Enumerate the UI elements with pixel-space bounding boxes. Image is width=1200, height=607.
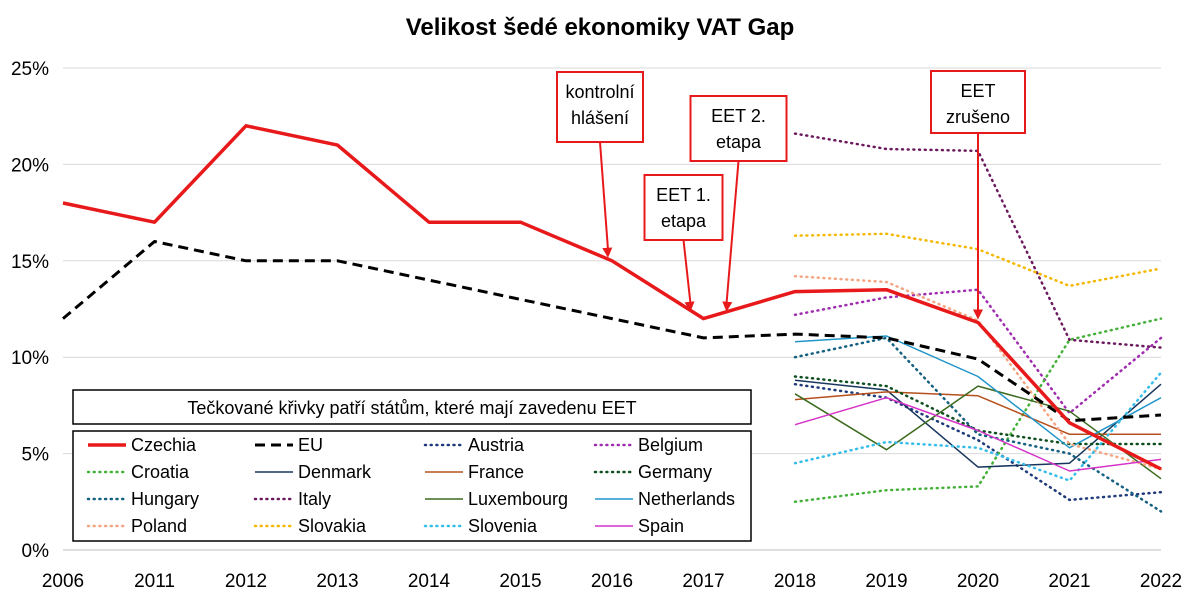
x-tick-label: 2020 xyxy=(957,571,999,592)
x-tick-label: 2016 xyxy=(591,571,633,592)
legend-label: Austria xyxy=(468,435,525,455)
legend-label: Spain xyxy=(638,516,684,536)
annotation-text: EET 1. xyxy=(656,185,711,205)
legend-label: Hungary xyxy=(131,489,199,509)
legend-item-france: France xyxy=(425,462,524,482)
legend-item-slovakia: Slovakia xyxy=(253,516,367,536)
x-tick-label: 2015 xyxy=(499,571,541,592)
legend-item-hungary: Hungary xyxy=(86,489,199,509)
series-line-belgium xyxy=(793,288,1163,415)
x-tick-label: 2017 xyxy=(682,571,724,592)
x-axis-ticks: 2006 2011 2012 2013 2014 2015 2016 2017 2018 2019… xyxy=(42,571,1182,592)
series-line-luxembourg xyxy=(794,385,1162,480)
annotation-arrowhead xyxy=(684,301,695,312)
annotation-callout: kontrolní hlášení xyxy=(556,71,644,258)
annotation-box xyxy=(643,174,724,241)
annotation-callout: EET zrušeno xyxy=(930,70,1026,320)
series-line-slovenia xyxy=(793,371,1163,482)
x-tick-label: 2012 xyxy=(225,571,267,592)
legend-label: Croatia xyxy=(131,462,190,482)
legend-label: EU xyxy=(298,435,323,455)
chart-title: Velikost šedé ekonomiky VAT Gap xyxy=(405,14,795,41)
annotation-text: EET xyxy=(960,81,995,101)
annotation-arrowhead xyxy=(722,301,733,312)
y-tick-label: 10% xyxy=(11,348,49,369)
legend-label: Czechia xyxy=(131,435,197,455)
y-tick-label: 25% xyxy=(11,59,49,80)
y-tick-label: 15% xyxy=(11,252,49,273)
legend-note-box xyxy=(72,389,752,425)
legend-item-netherlands: Netherlands xyxy=(595,489,735,509)
legend-item-poland: Poland xyxy=(86,516,187,536)
y-tick-label: 0% xyxy=(22,541,50,562)
series-line-austria xyxy=(793,382,1163,502)
legend-label: Italy xyxy=(298,489,331,509)
legend-item-slovenia: Slovenia xyxy=(423,516,538,536)
x-tick-label: 2011 xyxy=(134,571,175,592)
annotation-arrow xyxy=(599,141,609,250)
legend-label: Germany xyxy=(638,462,712,482)
x-tick-label: 2013 xyxy=(316,571,358,592)
legend-label: Slovakia xyxy=(298,516,367,536)
legend-item-luxembourg: Luxembourg xyxy=(425,489,568,509)
legend-item-austria: Austria xyxy=(423,435,525,455)
annotation-text: zrušeno xyxy=(946,107,1010,127)
legend-label: Netherlands xyxy=(638,489,735,509)
annotation-text: hlášení xyxy=(571,108,629,128)
annotation-callout: EET 1. etapa xyxy=(643,174,724,312)
annotation-text: kontrolní xyxy=(565,82,634,102)
x-tick-label: 2006 xyxy=(42,571,84,592)
legend-item-italy: Italy xyxy=(253,489,331,509)
series-line-hungary xyxy=(793,336,1163,513)
legend-box xyxy=(72,430,752,542)
legend-label: Denmark xyxy=(298,462,372,482)
legend-item-belgium: Belgium xyxy=(593,435,703,455)
x-tick-label: 2018 xyxy=(774,571,816,592)
legend-item-germany: Germany xyxy=(593,462,712,482)
series-line-czechia xyxy=(62,124,1162,471)
legend-item-czechia: Czechia xyxy=(88,435,197,455)
legend-item-eu: EU xyxy=(255,435,323,455)
x-tick-label: 2021 xyxy=(1048,571,1090,592)
legend: Tečkované křivky patří státům, které maj… xyxy=(72,389,752,542)
series-line-poland xyxy=(793,274,1163,471)
annotation-text: etapa xyxy=(716,132,762,152)
annotation-text: EET 2. xyxy=(711,106,766,126)
legend-label: France xyxy=(468,462,524,482)
legend-item-denmark: Denmark xyxy=(255,462,372,482)
annotation-arrowhead xyxy=(973,309,983,320)
legend-label: Luxembourg xyxy=(468,489,568,509)
x-tick-label: 2022 xyxy=(1140,571,1182,592)
series-line-eu xyxy=(62,240,1162,423)
annotation-arrowhead xyxy=(602,247,613,258)
legend-note-text: Tečkované křivky patří státům, které maj… xyxy=(187,398,636,418)
annotation-arrow xyxy=(725,160,740,304)
legend-item-croatia: Croatia xyxy=(86,462,190,482)
annotation-arrow xyxy=(682,239,692,304)
y-tick-label: 5% xyxy=(22,445,50,466)
series-line-netherlands xyxy=(794,335,1162,449)
annotation-box xyxy=(689,95,788,162)
annotation-box xyxy=(930,70,1026,134)
x-tick-label: 2014 xyxy=(408,571,451,592)
legend-label: Belgium xyxy=(638,435,703,455)
x-tick-label: 2019 xyxy=(865,571,907,592)
y-tick-label: 20% xyxy=(11,155,49,176)
annotation-text: etapa xyxy=(661,211,707,231)
series-line-spain xyxy=(794,396,1162,472)
legend-item-spain: Spain xyxy=(595,516,684,536)
annotation-callout: EET 2. etapa xyxy=(689,95,788,312)
legend-label: Slovenia xyxy=(468,516,538,536)
y-axis-ticks: 0% 5% 10% 15% 20% 25% xyxy=(11,59,49,562)
series-line-croatia xyxy=(793,317,1163,504)
legend-label: Poland xyxy=(131,516,187,536)
